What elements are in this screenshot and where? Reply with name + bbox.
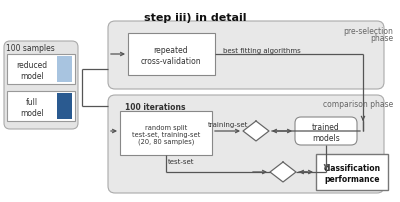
Text: training-set: training-set: [208, 121, 248, 127]
Text: trained
models: trained models: [312, 123, 340, 142]
Bar: [57, 57, 72, 83]
Text: test-set: test-set: [168, 158, 194, 164]
Bar: [316, 154, 388, 190]
Polygon shape: [243, 121, 269, 141]
Text: pre-selection: pre-selection: [343, 27, 393, 36]
Text: repeated
cross-validation: repeated cross-validation: [141, 46, 201, 65]
Text: comparison phase: comparison phase: [323, 100, 393, 108]
Text: reduced
model: reduced model: [16, 61, 48, 80]
Text: phase: phase: [370, 34, 393, 43]
FancyBboxPatch shape: [295, 117, 357, 145]
Polygon shape: [270, 162, 296, 182]
Text: classification
performance: classification performance: [324, 163, 380, 183]
Bar: [128, 34, 215, 76]
Bar: [57, 94, 72, 119]
Bar: [7, 55, 75, 85]
Bar: [7, 92, 75, 121]
Text: full
model: full model: [20, 98, 44, 117]
Bar: [120, 112, 212, 155]
FancyBboxPatch shape: [108, 96, 384, 193]
Text: best fitting algorithms: best fitting algorithms: [223, 48, 301, 54]
Text: random split
test-set, training-set
(20, 80 samples): random split test-set, training-set (20,…: [132, 124, 200, 145]
Text: 100 samples: 100 samples: [6, 44, 55, 53]
FancyBboxPatch shape: [108, 22, 384, 89]
Text: 100 iterations: 100 iterations: [125, 102, 186, 112]
Text: step iii) in detail: step iii) in detail: [144, 13, 246, 23]
FancyBboxPatch shape: [4, 42, 78, 129]
